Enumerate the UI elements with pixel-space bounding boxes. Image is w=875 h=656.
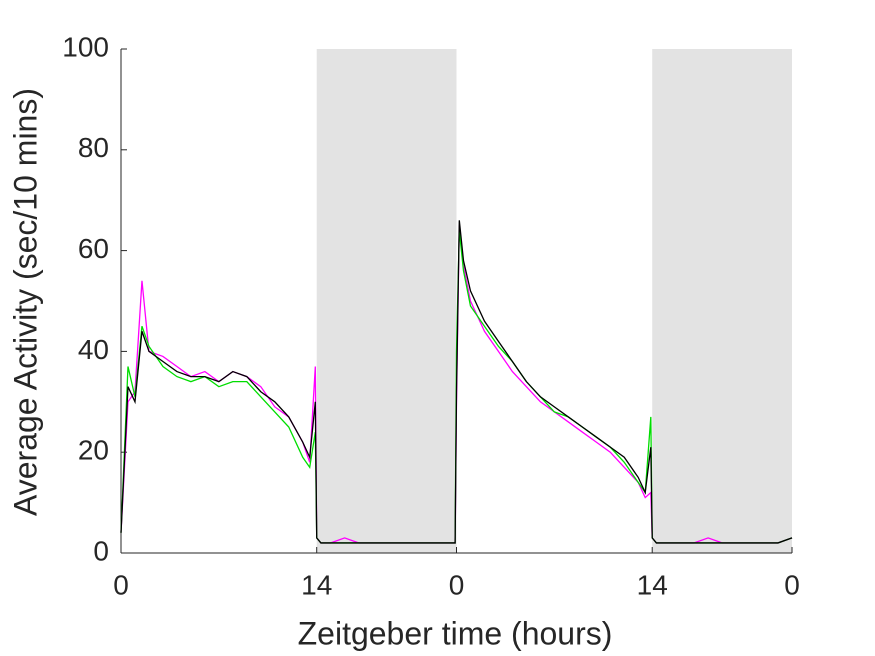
x-tick-label: 0 bbox=[449, 569, 465, 600]
x-tick-label: 0 bbox=[113, 569, 129, 600]
dark-period bbox=[316, 49, 457, 553]
y-tick-label: 60 bbox=[78, 233, 109, 264]
x-tick-label: 14 bbox=[637, 569, 668, 600]
series-line bbox=[120, 220, 793, 544]
y-tick-label: 40 bbox=[78, 334, 109, 365]
x-tick-label: 14 bbox=[301, 569, 332, 600]
y-tick-label: 0 bbox=[93, 535, 109, 566]
x-tick-label: 0 bbox=[784, 569, 800, 600]
y-tick-label: 80 bbox=[78, 132, 109, 163]
y-axis-label: Average Activity (sec/10 mins) bbox=[7, 88, 43, 516]
dark-period bbox=[652, 49, 792, 553]
x-axis-label: Zeitgeber time (hours) bbox=[298, 615, 613, 651]
y-tick-label: 20 bbox=[78, 435, 109, 466]
y-tick-label: 100 bbox=[62, 31, 109, 62]
